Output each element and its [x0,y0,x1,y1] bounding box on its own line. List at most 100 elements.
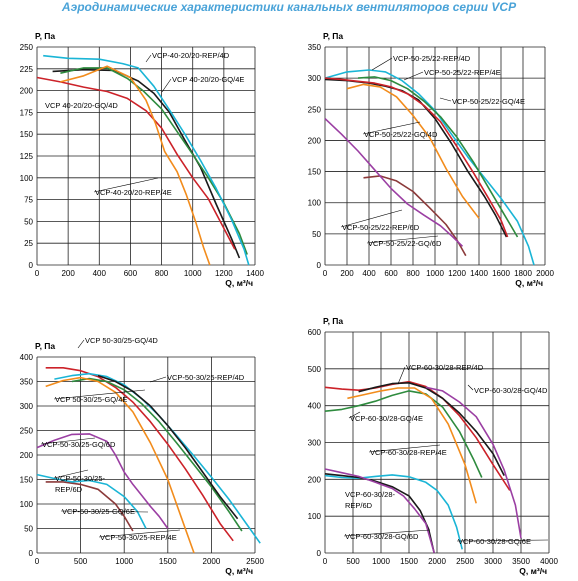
x-tick-label: 1000 [184,269,202,278]
label-leader-line [343,529,431,537]
y-tick-label: 250 [20,427,34,436]
series-line-8 [36,473,147,529]
series-line-6 [324,474,463,550]
series-label: VCP-50-30/25-REP/4D [167,373,245,382]
x-tick-label: 2000 [203,557,221,566]
x-tick-label: 800 [155,269,169,278]
series-label: VCP 50-30/25-GQ/4E [55,395,127,404]
series-label: VCP-60-30/28-GQ/6E [458,537,531,546]
x-tick-label: 200 [340,269,354,278]
y-tick-label: 400 [308,402,322,411]
y-tick-label: 0 [317,549,322,558]
y-axis-title: P, Па [323,31,343,41]
y-tick-label: 150 [20,476,34,485]
label-leader-line [397,366,406,385]
series-line-1 [324,69,535,266]
series-line-7 [324,118,464,247]
y-tick-label: 300 [308,74,322,83]
series-label: VCP-60-30/28-GQ/6D [345,532,419,541]
x-tick-label: 2500 [246,557,264,566]
series-label: VCP-50-25/22-REP/4E [424,68,501,77]
y-tick-label: 400 [20,353,34,362]
x-tick-label: 200 [61,269,75,278]
x-tick-label: 600 [124,269,138,278]
x-tick-label: 600 [384,269,398,278]
y-tick-label: 75 [24,196,33,205]
label-leader-line [456,539,549,542]
label-leader-line [340,209,403,228]
x-tick-label: 1500 [159,557,177,566]
y-tick-label: 350 [308,43,322,52]
y-tick-label: 0 [29,549,34,558]
chart-3: 0 500 1000 1500 2000 2500 0 50 100 150 200 250 300 35… [20,336,265,576]
y-tick-label: 250 [308,105,322,114]
label-leader-line [60,510,149,513]
x-axis-title: Q, м³/ч [515,278,543,288]
x-tick-label: 1000 [372,557,390,566]
x-tick-label: 1800 [514,269,532,278]
y-tick-label: 50 [24,525,33,534]
y-tick-label: 225 [20,65,34,74]
series-line-6 [36,433,169,529]
series-line-2 [358,382,505,476]
series-line-7 [45,481,134,532]
y-tick-label: 0 [29,261,34,270]
y-tick-label: 200 [308,136,322,145]
y-tick-label: 200 [20,87,34,96]
series-label: VCP-50-25/22-REP/4D [393,54,471,63]
series-line-5 [45,376,195,554]
x-tick-label: 1000 [115,557,133,566]
x-tick-label: 0 [323,557,328,566]
x-tick-label: 1500 [400,557,418,566]
series-label: VCP-40-20/20-REP/4E [95,188,172,197]
chart-2: 0 200 400 600 800 1000 1200 1400 1600 1800 2000 0 50… [308,31,555,288]
x-axis-title: Q, м³/ч [225,278,253,288]
series-line-8 [324,468,435,554]
series-label: VCP-50-30/25- [55,474,106,483]
series-line-1 [52,68,241,259]
x-tick-label: 400 [362,269,376,278]
x-tick-label: 4000 [540,557,558,566]
x-tick-label: 2000 [536,269,554,278]
series-label: VCP 40-20/20-GQ/4E [172,75,244,84]
series-label: VCP-60-30/28-GQ/4E [350,414,423,423]
y-tick-label: 350 [20,378,34,387]
label-leader-line [149,376,167,383]
x-tick-label: 2000 [428,557,446,566]
series-line-4 [97,374,239,520]
x-tick-label: 1400 [470,269,488,278]
series-line-5 [43,54,250,266]
y-tick-label: 200 [308,475,322,484]
y-tick-label: 250 [20,43,34,52]
y-axis-title: P, Па [35,341,55,351]
series-line-1 [324,380,511,491]
series-label: VCP-40-20/20-REP/4D [152,51,230,60]
label-leader-line [348,411,361,419]
series-line-5 [346,83,480,219]
x-tick-label: 0 [323,269,328,278]
series-line-4 [347,387,477,504]
series-label: VCP-50-25/22-GQ/4D [364,130,438,139]
x-tick-label: 800 [406,269,420,278]
label-leader-line [98,529,181,538]
series-label: REP/6D [345,501,373,510]
x-tick-label: 0 [35,557,40,566]
y-tick-label: 100 [308,199,322,208]
label-leader-line [371,57,393,71]
label-leader-line [161,78,172,93]
y-tick-label: 125 [20,152,34,161]
x-tick-label: 2500 [456,557,474,566]
series-line-3 [324,390,483,478]
x-axis-title: Q, м³/ч [519,566,547,576]
series-label: VCP-60-30/28-REP/4E [370,448,447,457]
label-leader-line [93,177,159,193]
label-leader-line [145,54,152,63]
series-label: VCP-50-25/22-GQ/4E [452,97,525,106]
series-label: VCP 40-20/20-GQ/4D [45,101,118,110]
x-tick-label: 400 [93,269,107,278]
series-line-3 [71,377,243,532]
series-label: VCP-50-25/22-REP/6D [342,223,420,232]
label-leader-line [368,444,441,453]
y-tick-label: 500 [308,365,322,374]
